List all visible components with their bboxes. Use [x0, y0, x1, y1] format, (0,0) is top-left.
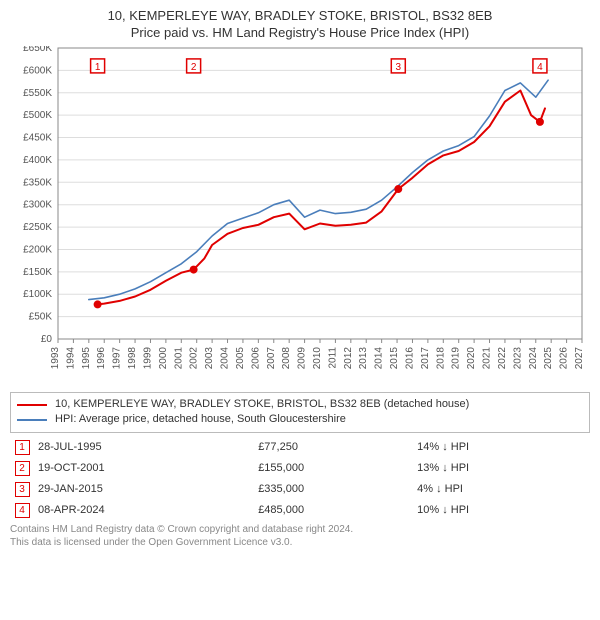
sale-price: £77,250	[254, 437, 413, 458]
y-tick-label: £650K	[23, 46, 52, 54]
x-tick-label: 2009	[297, 347, 308, 370]
chart: £0 £50K £100K £150K £200K £250K £300K £350K £400…	[10, 46, 590, 386]
x-tick-label: 1993	[50, 347, 61, 370]
y-tick-label: £500K	[23, 110, 52, 121]
sale-hpi-delta: 10% ↓ HPI	[413, 500, 590, 521]
footnote-line2: This data is licensed under the Open Gov…	[10, 536, 590, 549]
y-tick-label: £400K	[23, 155, 52, 166]
page-title-line1: 10, KEMPERLEYE WAY, BRADLEY STOKE, BRIST…	[10, 8, 590, 23]
legend-swatch	[17, 419, 47, 421]
sale-marker-number: 4	[537, 62, 543, 73]
sale-marker-box: 2	[15, 461, 30, 476]
y-tick-label: £200K	[23, 244, 52, 255]
sale-marker-box: 1	[15, 440, 30, 455]
x-tick-label: 2001	[173, 347, 184, 370]
x-tick-label: 2016	[404, 347, 415, 370]
legend-label: 10, KEMPERLEYE WAY, BRADLEY STOKE, BRIST…	[55, 397, 469, 412]
sale-date: 29-JAN-2015	[34, 479, 254, 500]
sale-hpi-delta: 14% ↓ HPI	[413, 437, 590, 458]
x-tick-label: 2005	[235, 347, 246, 370]
x-tick-label: 2007	[266, 347, 277, 370]
sale-hpi-delta: 13% ↓ HPI	[413, 458, 590, 479]
title-block: 10, KEMPERLEYE WAY, BRADLEY STOKE, BRIST…	[10, 8, 590, 40]
x-tick-label: 2018	[435, 347, 446, 370]
sale-point	[536, 118, 544, 126]
y-tick-label: £150K	[23, 267, 52, 278]
sale-point	[394, 185, 402, 193]
y-tick-label: £100K	[23, 289, 52, 300]
y-tick-label: £450K	[23, 133, 52, 144]
y-tick-label: £50K	[29, 312, 53, 323]
x-tick-label: 1995	[81, 347, 92, 370]
x-tick-label: 2004	[220, 347, 231, 370]
x-tick-label: 2015	[389, 347, 400, 370]
x-tick-label: 2008	[281, 347, 292, 370]
y-tick-label: £350K	[23, 177, 52, 188]
x-tick-label: 2023	[512, 347, 523, 370]
x-tick-label: 2012	[343, 347, 354, 370]
table-row: 3 29-JAN-2015£335,0004% ↓ HPI	[10, 479, 590, 500]
sale-marker-box: 3	[15, 482, 30, 497]
x-tick-label: 2003	[204, 347, 215, 370]
sale-date: 19-OCT-2001	[34, 458, 254, 479]
table-row: 2 19-OCT-2001£155,00013% ↓ HPI	[10, 458, 590, 479]
x-tick-label: 2017	[420, 347, 431, 370]
sales-table: 1 28-JUL-1995£77,25014% ↓ HPI 2 19-OCT-2001…	[10, 437, 590, 521]
footnote: Contains HM Land Registry data © Crown c…	[10, 523, 590, 549]
x-tick-label: 1997	[112, 347, 123, 370]
sale-marker-number: 2	[191, 62, 197, 73]
x-tick-label: 2000	[158, 347, 169, 370]
x-tick-label: 2019	[451, 347, 462, 370]
x-tick-label: 2026	[559, 347, 570, 370]
sale-price: £155,000	[254, 458, 413, 479]
sale-point	[190, 266, 198, 274]
x-tick-label: 2021	[482, 347, 493, 370]
x-tick-label: 2022	[497, 347, 508, 370]
sale-price: £485,000	[254, 500, 413, 521]
y-tick-label: £0	[41, 334, 53, 345]
x-tick-label: 2011	[327, 347, 338, 369]
sale-marker-number: 1	[95, 62, 101, 73]
footnote-line1: Contains HM Land Registry data © Crown c…	[10, 523, 590, 536]
legend-swatch	[17, 404, 47, 406]
legend-item: 10, KEMPERLEYE WAY, BRADLEY STOKE, BRIST…	[17, 397, 583, 412]
x-tick-label: 2025	[543, 347, 554, 370]
sale-marker-box: 4	[15, 503, 30, 518]
x-tick-label: 2002	[189, 347, 200, 370]
legend: 10, KEMPERLEYE WAY, BRADLEY STOKE, BRIST…	[10, 392, 590, 433]
x-tick-label: 2024	[528, 347, 539, 370]
x-tick-label: 1994	[65, 347, 76, 370]
sale-point	[94, 300, 102, 308]
sale-date: 28-JUL-1995	[34, 437, 254, 458]
x-tick-label: 2010	[312, 347, 323, 370]
sale-marker-number: 3	[396, 62, 402, 73]
sale-hpi-delta: 4% ↓ HPI	[413, 479, 590, 500]
x-tick-label: 2027	[574, 347, 585, 370]
x-tick-label: 1998	[127, 347, 138, 370]
x-tick-label: 2006	[250, 347, 261, 370]
legend-label: HPI: Average price, detached house, Sout…	[55, 412, 346, 427]
sale-price: £335,000	[254, 479, 413, 500]
sale-date: 08-APR-2024	[34, 500, 254, 521]
x-tick-label: 1996	[96, 347, 107, 370]
chart-svg: £0 £50K £100K £150K £200K £250K £300K £350K £400…	[10, 46, 590, 381]
x-tick-label: 2013	[358, 347, 369, 370]
legend-item: HPI: Average price, detached house, Sout…	[17, 412, 583, 427]
x-tick-label: 2020	[466, 347, 477, 370]
table-row: 1 28-JUL-1995£77,25014% ↓ HPI	[10, 437, 590, 458]
page-title-line2: Price paid vs. HM Land Registry's House …	[10, 25, 590, 40]
x-tick-label: 1999	[142, 347, 153, 370]
y-tick-label: £550K	[23, 88, 52, 99]
x-tick-label: 2014	[374, 347, 385, 370]
y-tick-label: £300K	[23, 200, 52, 211]
y-tick-label: £250K	[23, 222, 52, 233]
table-row: 4 08-APR-2024£485,00010% ↓ HPI	[10, 500, 590, 521]
page: 10, KEMPERLEYE WAY, BRADLEY STOKE, BRIST…	[0, 0, 600, 620]
y-tick-label: £600K	[23, 65, 52, 76]
